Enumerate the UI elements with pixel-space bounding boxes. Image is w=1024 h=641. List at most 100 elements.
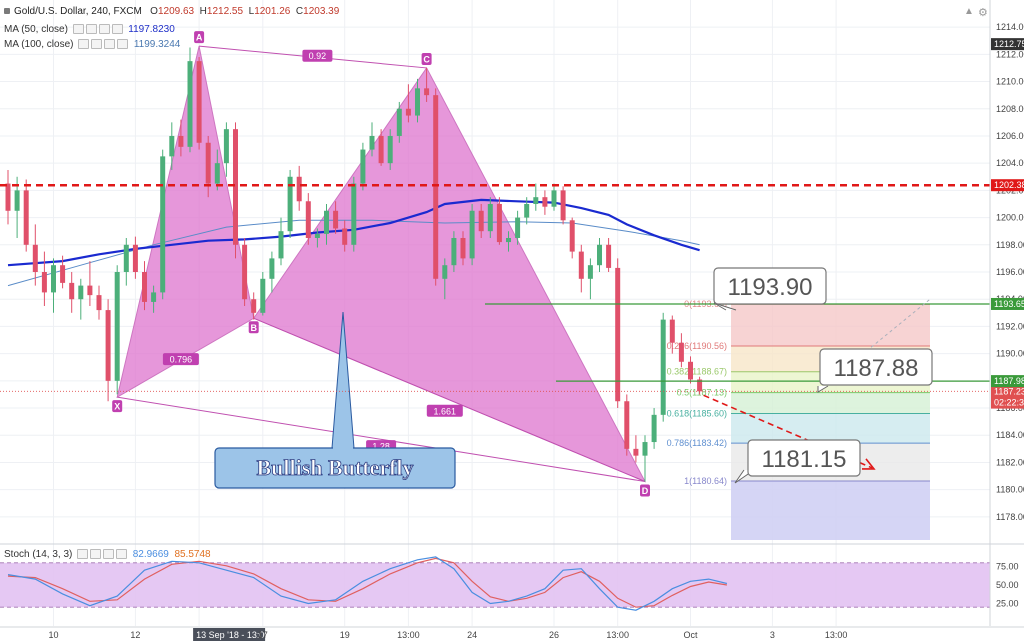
candle-body (114, 272, 120, 381)
stoch-d-line (7, 557, 727, 608)
candle-body (132, 244, 138, 272)
fib-level-label: 0.5(1187.13) (677, 388, 727, 398)
candle-body (269, 258, 275, 279)
price-callout-box (819, 348, 933, 386)
stoch-k-value: 82.9669 (132, 549, 169, 560)
ma100-legend: MA (100, close) 1199.3244 (4, 39, 180, 50)
close-label: C (295, 6, 304, 17)
eye-icon[interactable] (78, 39, 90, 50)
candle-body (642, 442, 648, 456)
projection-arrow-head (862, 458, 876, 470)
stoch-legend: Stoch (14, 3, 3) 82.9669 85.5748 (4, 549, 211, 560)
candle-body (287, 176, 293, 232)
stoch-k-line (7, 556, 728, 611)
price-badge-label: 1202.38 (994, 180, 1024, 190)
ma50-legend: MA (50, close) 1197.8230 (4, 24, 175, 35)
price-badge (991, 375, 1024, 388)
close-icon[interactable] (104, 39, 116, 50)
stoch-band (0, 562, 990, 608)
price-axis-tick: 1184.00 (996, 430, 1024, 440)
candle-body (387, 135, 393, 164)
time-cursor-label: 13 Sep '18 - 13:00 (196, 630, 269, 640)
pattern-line-xd (117, 396, 646, 482)
candle-body (624, 401, 630, 449)
candle-body (333, 210, 339, 229)
candle-body (214, 163, 220, 184)
pattern-point-badge (421, 52, 432, 65)
candle-body (324, 210, 329, 234)
price-axis-tick: 1212.00 (996, 49, 1024, 59)
candle-body (160, 156, 166, 293)
pattern-ratio-label: 0.796 (170, 355, 193, 365)
settings-icon[interactable] (85, 24, 97, 35)
candle-body (415, 88, 420, 116)
candle-body (251, 299, 257, 313)
price-axis-tick: 1200.00 (996, 213, 1024, 223)
candle-body (51, 265, 56, 293)
time-axis-tick: 26 (549, 630, 559, 640)
fib-level-label: 0.786(1183.42) (667, 438, 727, 448)
price-callout-tail (713, 302, 737, 311)
price-badge-label: 1212.75 (994, 39, 1024, 49)
pattern-point-label: B (250, 323, 257, 333)
settings-gear-icon[interactable]: ⚙ (978, 7, 988, 19)
price-badge (991, 38, 1024, 51)
candle-body (78, 285, 84, 300)
candle-body (69, 282, 75, 300)
open-label: O (150, 6, 158, 17)
ma50-value: 1197.8230 (128, 24, 175, 35)
more-icon[interactable] (116, 549, 128, 560)
fib-level-label: 0.382(1188.67) (667, 367, 727, 377)
arrow-up-icon[interactable]: ▲ (964, 6, 974, 17)
more-icon[interactable] (117, 39, 129, 50)
candle-body (205, 142, 211, 184)
candle-body (96, 295, 102, 311)
pattern-ratio-label: 0.92 (309, 51, 327, 61)
price-badge (991, 385, 1024, 398)
time-axis-tick: 12 (130, 630, 140, 640)
eye-icon[interactable] (72, 24, 84, 35)
candle-body (296, 176, 302, 202)
time-axis-tick: 13:00 (397, 630, 420, 640)
time-axis-tick: 10 (48, 630, 58, 640)
close-icon[interactable] (103, 549, 115, 560)
time-axis-tick: 24 (467, 630, 477, 640)
price-axis-tick: 1210.00 (996, 77, 1024, 87)
price-axis-tick: 1182.00 (996, 457, 1024, 467)
close-icon[interactable] (98, 24, 110, 35)
candle-body (41, 272, 47, 293)
candle-body (14, 190, 20, 211)
pattern-point-badge (194, 31, 205, 44)
settings-icon[interactable] (91, 39, 103, 50)
high-value: 1212.55 (206, 6, 244, 17)
candle-body (651, 414, 657, 443)
symbol-toggle-icon[interactable] (4, 8, 10, 15)
candle-body (678, 342, 684, 362)
fib-zone (731, 413, 930, 444)
fibonacci-retracement: 0(1193.63)0.236(1190.56)0.382(1188.67)0.… (667, 299, 930, 540)
more-icon[interactable] (111, 24, 123, 35)
price-badge-label: 1187.98 (994, 376, 1024, 386)
price-axis-tick: 1178.00 (996, 512, 1024, 522)
price-badge (991, 297, 1024, 310)
pattern-line-bd (253, 317, 646, 482)
time-axis-tick: 17 (258, 630, 268, 640)
price-axis-tick: 1208.00 (996, 104, 1024, 114)
settings-icon[interactable] (90, 549, 102, 560)
price-callout-text: 1187.88 (834, 355, 919, 382)
candle-body (187, 61, 193, 147)
eye-icon[interactable] (77, 549, 89, 560)
fib-level-label: 0.236(1190.56) (667, 341, 727, 351)
price-axis-tick: 1180.00 (996, 485, 1024, 495)
price-axis-tick: 1206.00 (996, 131, 1024, 141)
time-axis-tick: 3 (770, 630, 775, 640)
candle-body (314, 233, 320, 238)
candle-body (496, 203, 502, 243)
pattern-ratio-label: 1.661 (434, 406, 457, 416)
price-badge-label: 02:22:39 (994, 398, 1024, 408)
candle-body (560, 190, 566, 221)
candle-body (378, 135, 384, 164)
candle-body (369, 135, 375, 150)
